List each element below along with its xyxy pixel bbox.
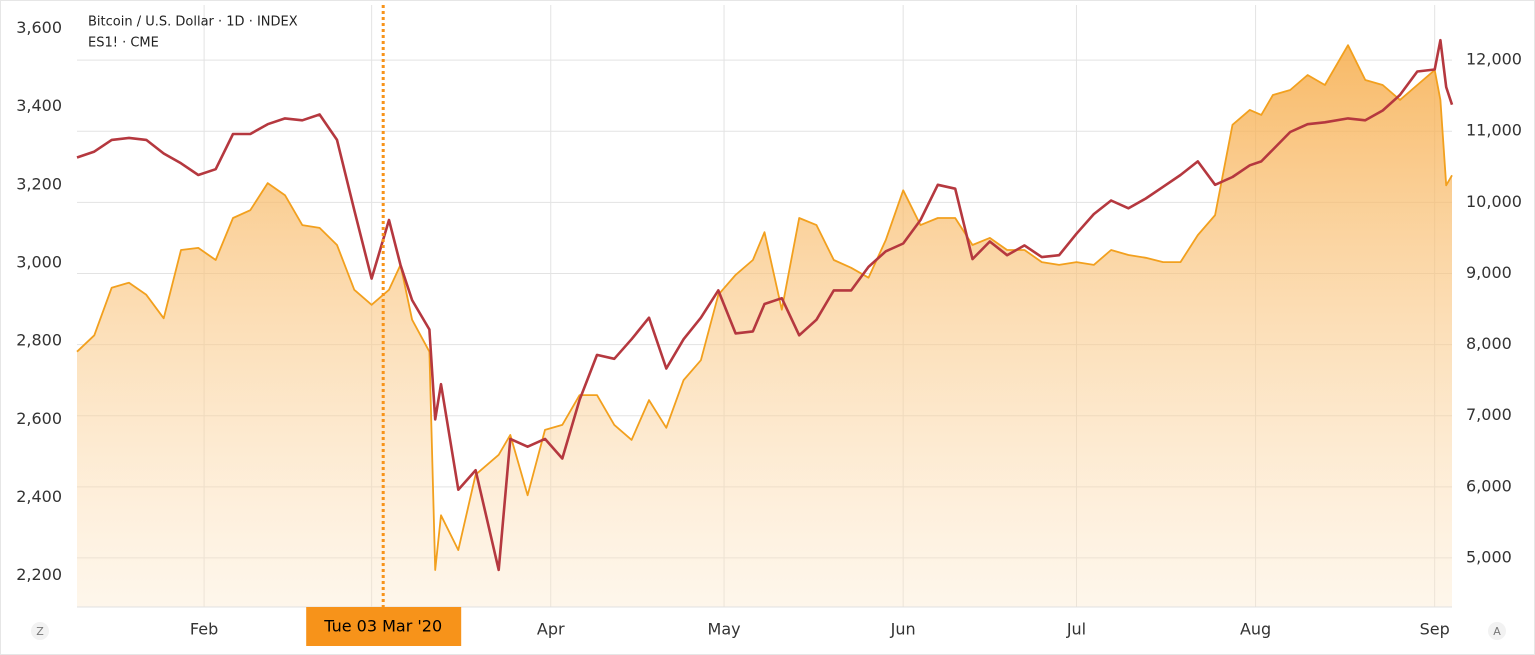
y-tick-label: 2,400: [16, 487, 62, 506]
y-tick-label: 3,200: [16, 174, 62, 193]
line: [76, 38, 1454, 572]
x-tick-label: Jun: [890, 620, 916, 639]
y2-tick-label: 7,000: [1466, 405, 1512, 424]
crosshair-label: Tue 03 Mar '20: [323, 617, 442, 636]
y-tick-label: 2,800: [16, 331, 62, 350]
y2-tick-label: 6,000: [1466, 476, 1512, 495]
scale-button[interactable]: [31, 622, 49, 640]
legend-entry: Bitcoin / U.S. Dollar · 1D · INDEX: [88, 15, 298, 30]
y-tick-label: 3,400: [16, 96, 62, 115]
y2-tick-label: 8,000: [1466, 334, 1512, 353]
y-tick-label: 2,600: [16, 409, 62, 428]
scale-button[interactable]: [1488, 622, 1506, 640]
legend-entry: ES1! · CME: [88, 36, 159, 51]
scale-button-label[interactable]: A: [1493, 625, 1501, 638]
x-tick-label: Aug: [1240, 620, 1271, 639]
scale-button-label[interactable]: Z: [36, 625, 44, 638]
y-tick-label: 2,200: [16, 565, 62, 584]
x-tick-label: Apr: [537, 620, 565, 639]
y2-tick-label: 10,000: [1466, 192, 1522, 211]
area: [77, 45, 1452, 607]
y2-tick-label: 9,000: [1466, 263, 1512, 282]
line: [76, 44, 1453, 571]
x-tick-label: May: [708, 620, 741, 639]
y2-tick-label: 12,000: [1466, 50, 1522, 69]
x-tick-label: Sep: [1420, 620, 1450, 639]
y2-tick-label: 11,000: [1466, 121, 1522, 140]
y-tick-label: 3,600: [16, 18, 62, 37]
crosshair-label-box: [306, 607, 462, 646]
x-tick-label: Feb: [190, 620, 218, 639]
x-tick-label: Jul: [1066, 620, 1086, 639]
y2-tick-label: 5,000: [1466, 547, 1512, 566]
y-tick-label: 3,000: [16, 253, 62, 272]
plot: [76, 38, 1454, 607]
